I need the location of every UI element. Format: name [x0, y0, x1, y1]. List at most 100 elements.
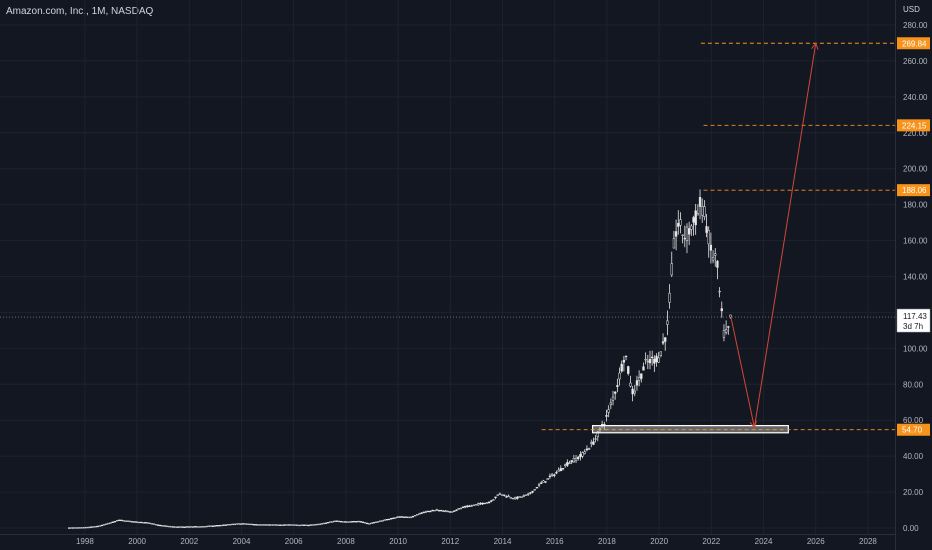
candle-body — [111, 521, 114, 523]
candle-body — [407, 516, 410, 519]
candle-body — [272, 524, 275, 526]
level-tag — [897, 119, 930, 132]
level-label: 269.84 — [902, 39, 927, 48]
candle-body — [150, 523, 154, 525]
candle-body — [279, 524, 282, 526]
candle-body — [168, 525, 171, 528]
candle-body — [313, 524, 317, 526]
candle-body — [587, 448, 591, 450]
candle-body — [566, 462, 569, 466]
y-tick-label: 180.00 — [903, 201, 928, 210]
x-tick-label: 2024 — [755, 537, 773, 546]
y-tick-label: 160.00 — [903, 237, 928, 246]
candle-body — [392, 517, 395, 520]
candle-body — [687, 228, 691, 235]
candle-body — [294, 524, 297, 526]
candle-body — [252, 524, 256, 526]
candle-body — [709, 244, 713, 251]
candle-body — [513, 497, 517, 500]
candle-body — [183, 526, 186, 528]
x-tick-label: 2026 — [807, 537, 825, 546]
candle-body — [292, 524, 295, 526]
candle-body — [157, 524, 160, 526]
y-tick-label: 280.00 — [903, 21, 928, 30]
candle-body — [126, 520, 130, 522]
candle-body — [642, 366, 645, 371]
candle-body — [496, 494, 499, 496]
candle-body — [433, 509, 436, 512]
candle-body — [474, 504, 478, 506]
candle-body — [409, 516, 412, 519]
candle-body — [457, 508, 460, 510]
candle-body — [424, 511, 428, 513]
candle-body — [300, 524, 304, 526]
candle-body — [324, 522, 328, 524]
candle-body — [683, 237, 686, 240]
candle-body — [416, 514, 419, 516]
candle-body — [152, 523, 156, 525]
candle-body — [577, 456, 580, 459]
candle-body — [344, 521, 347, 523]
candle-body — [672, 238, 676, 249]
candle-body — [592, 441, 595, 445]
candle-body — [468, 505, 471, 507]
candle-body — [135, 521, 138, 523]
current-price-tag — [896, 308, 931, 333]
candle-body — [137, 521, 140, 524]
candle-body — [429, 510, 432, 513]
y-tick-label: 260.00 — [903, 57, 928, 66]
candle-body — [298, 524, 301, 527]
candle-body — [231, 523, 234, 526]
x-tick-label: 2010 — [389, 537, 407, 546]
candle-body — [229, 524, 232, 526]
candle-body — [720, 308, 723, 312]
candle-body — [553, 474, 556, 477]
candle-body — [479, 503, 482, 505]
candle-body — [235, 523, 238, 525]
candle-body — [431, 509, 434, 512]
candle-body — [666, 320, 669, 325]
candle-body — [198, 526, 201, 528]
candle-body — [579, 454, 582, 457]
candle-body — [346, 521, 349, 523]
candle-body — [718, 290, 721, 293]
candle-body — [518, 496, 521, 498]
candle-body — [394, 517, 397, 519]
candle-body — [705, 226, 708, 233]
x-tick-label: 2016 — [546, 537, 564, 546]
candle-body — [372, 522, 375, 524]
candle-body — [174, 526, 177, 528]
candle-body — [281, 524, 284, 526]
candle-body — [644, 358, 647, 361]
candle-body — [357, 520, 360, 523]
candle-body — [122, 520, 125, 522]
level-tag — [897, 423, 930, 436]
candle-body — [548, 475, 552, 478]
projection-arrow — [730, 316, 755, 428]
candle-body — [213, 525, 217, 527]
candle-body — [81, 527, 84, 529]
candle-body — [470, 505, 473, 507]
candle-body — [635, 380, 639, 386]
candle-body — [637, 377, 641, 381]
candle-body — [555, 472, 558, 474]
candle-body — [668, 292, 671, 303]
candle-body — [257, 524, 260, 526]
candle-body — [500, 494, 504, 496]
candle-body — [435, 509, 438, 511]
candle-body — [355, 521, 358, 523]
x-tick-label: 2020 — [650, 537, 668, 546]
candle-body — [226, 524, 230, 526]
candle-body — [627, 366, 630, 374]
candle-body — [398, 516, 401, 518]
candle-body — [144, 522, 147, 524]
candle-body — [370, 522, 373, 524]
chart-title: Amazon.com, Inc., 1M, NASDAQ — [6, 6, 154, 17]
y-tick-label: 40.00 — [903, 452, 924, 461]
candle-body — [574, 458, 578, 461]
candle-body — [263, 524, 267, 526]
candle-body — [485, 502, 489, 504]
candle-body — [540, 482, 543, 484]
candle-body — [98, 525, 101, 527]
